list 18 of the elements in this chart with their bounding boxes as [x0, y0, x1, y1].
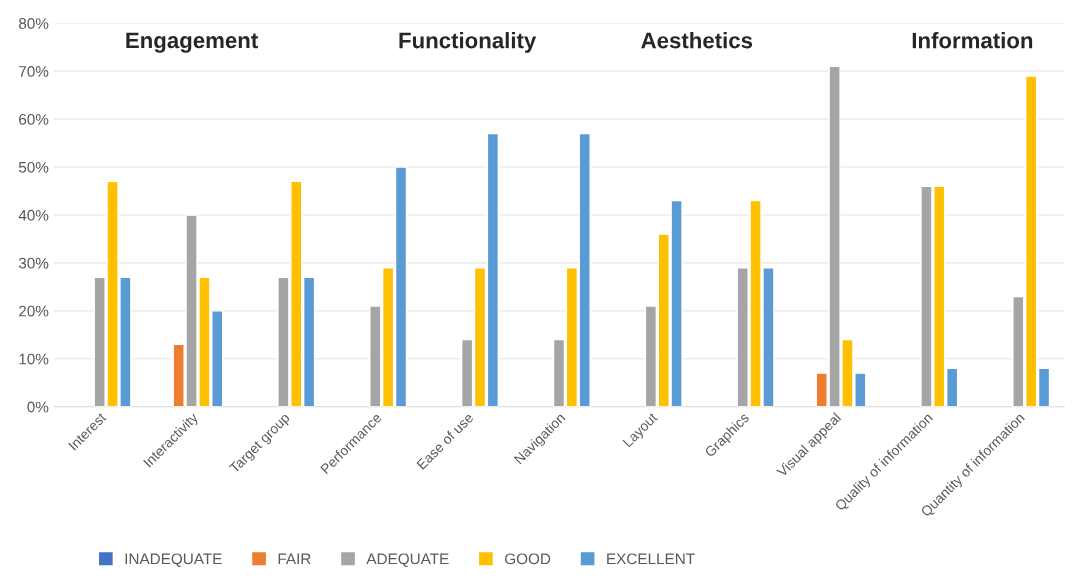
- legend-label: ADEQUATE: [366, 553, 449, 567]
- y-tick-label: 70%: [19, 66, 49, 77]
- legend-label: FAIR: [278, 553, 311, 565]
- annotation: Information: [912, 32, 1033, 49]
- annotation: Aesthetics: [641, 32, 753, 49]
- y-tick-label: 0%: [27, 401, 49, 413]
- y-tick-label: 60%: [19, 113, 49, 125]
- annotation: Engagement: [126, 32, 258, 53]
- y-tick-label: 10%: [19, 353, 49, 365]
- legend-label: INADEQUATE: [125, 553, 222, 567]
- y-tick-label: 30%: [18, 257, 49, 269]
- annotation: Functionality: [399, 32, 537, 53]
- y-tick-label: 20%: [19, 305, 49, 317]
- y-tick-label: 50%: [18, 161, 49, 173]
- y-tick-label: 80%: [18, 18, 49, 29]
- legend-label: EXCELLENT: [607, 553, 695, 565]
- legend-label: GOOD: [505, 553, 551, 565]
- y-tick-label: 40%: [18, 209, 49, 221]
